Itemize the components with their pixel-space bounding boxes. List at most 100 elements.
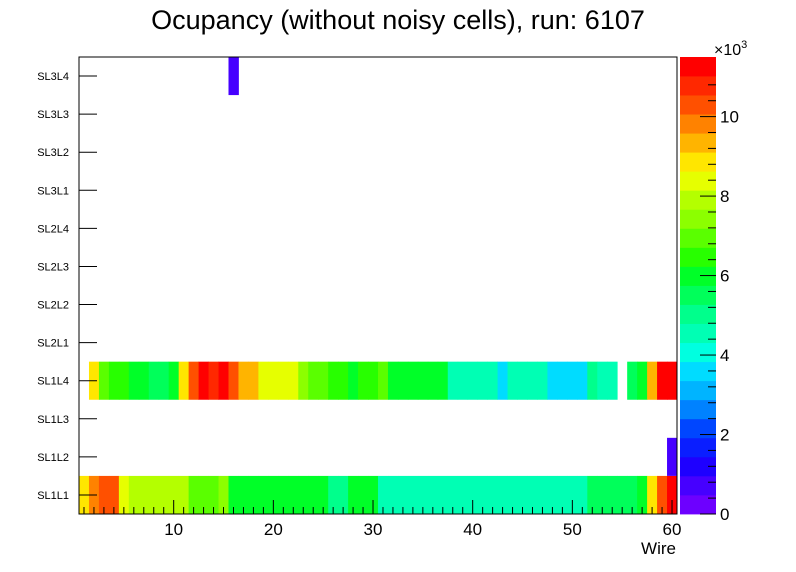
heatmap-cell: [248, 475, 259, 514]
heatmap-cell: [338, 475, 349, 514]
heatmap-cell: [358, 475, 369, 514]
heatmap-cell: [607, 475, 618, 514]
heatmap-cell: [228, 361, 239, 400]
color-bar-segment: [680, 304, 716, 324]
heatmap-cell: [218, 475, 229, 514]
x-tick-label: 60: [663, 520, 682, 539]
color-bar-segment: [680, 494, 716, 515]
heatmap-cell: [487, 361, 498, 400]
heatmap-cell: [577, 475, 588, 514]
heatmap-cell: [607, 361, 618, 400]
heatmap-cell: [587, 361, 598, 400]
heatmap-cell: [627, 475, 638, 514]
color-bar-segment: [680, 266, 716, 286]
heatmap-cell: [348, 361, 359, 400]
x-axis: 10 20 30 40 50 60: [83, 500, 682, 539]
color-bar-segment: [680, 228, 716, 248]
color-bar: 0 2 4 6 8 10: [680, 57, 739, 524]
heatmap-cell: [308, 475, 319, 514]
heatmap-cell: [567, 361, 578, 400]
color-bar-segment: [680, 190, 716, 210]
heatmap-cell: [427, 475, 439, 514]
heatmap-cell: [647, 361, 658, 400]
heatmap-cell: [537, 361, 548, 400]
heatmap-cell: [258, 361, 269, 400]
heatmap-cells: [79, 57, 678, 514]
heatmap-cell: [457, 361, 469, 400]
y-tick-label: SL2L4: [37, 223, 69, 235]
heatmap-cell: [477, 361, 489, 400]
color-bar-segment: [680, 114, 716, 134]
color-bar-tick-label: 2: [720, 426, 729, 445]
heatmap-cell: [397, 475, 409, 514]
heatmap-cell: [198, 361, 209, 400]
heatmap-cell: [178, 475, 190, 514]
heatmap-cell: [278, 475, 289, 514]
y-tick-label: SL3L2: [37, 147, 69, 159]
heatmap-cell: [427, 361, 439, 400]
heatmap-cell: [457, 475, 469, 514]
y-tick-label: SL1L4: [37, 376, 69, 388]
heatmap-cell: [228, 57, 239, 96]
y-tick-label: SL2L2: [37, 300, 69, 312]
y-tick-label: SL1L3: [37, 414, 69, 426]
heatmap-cell: [497, 361, 508, 400]
heatmap-cell: [627, 361, 638, 400]
y-axis: SL1L1 SL1L2 SL1L3 SL1L4 SL2L1 SL2L2 SL2L3 SL2L4…: [37, 71, 97, 502]
heatmap-cell: [507, 361, 518, 400]
heatmap-cell: [178, 361, 190, 400]
heatmap-cell: [328, 361, 339, 400]
heatmap-cell: [397, 361, 409, 400]
heatmap-cell: [447, 475, 459, 514]
heatmap-cell: [368, 475, 379, 514]
x-tick-label: 30: [364, 520, 383, 539]
color-bar-segment: [680, 342, 716, 363]
heatmap-cell: [188, 475, 199, 514]
x-tick-label: 50: [563, 520, 582, 539]
color-bar-segment: [680, 456, 716, 477]
y-tick-label: SL2L3: [37, 261, 69, 273]
x-tick-label: 20: [264, 520, 283, 539]
heatmap-cell: [378, 361, 389, 400]
heatmap-cell: [318, 475, 329, 514]
color-bar-tick-label: 10: [720, 108, 739, 127]
color-bar-segment: [680, 285, 716, 305]
heatmap-cell: [557, 475, 568, 514]
color-bar-segment: [680, 76, 716, 96]
heatmap-cell: [98, 361, 110, 400]
heatmap-cell: [657, 475, 668, 514]
heatmap-cell: [547, 475, 558, 514]
color-bar-segment: [680, 323, 716, 344]
color-bar-tick-label: 4: [720, 346, 729, 365]
heatmap-cell: [308, 361, 319, 400]
color-bar-segment: [680, 418, 716, 439]
heatmap-cell: [497, 475, 508, 514]
multiplier-exponent: 3: [741, 39, 747, 51]
color-bar-segment: [680, 247, 716, 267]
heatmap-cell: [417, 475, 429, 514]
heatmap-cell: [577, 361, 588, 400]
heatmap-cell: [537, 475, 548, 514]
heatmap-cell: [208, 361, 219, 400]
heatmap-cell: [387, 475, 399, 514]
color-bar-tick-label: 8: [720, 187, 729, 206]
y-tick-label: SL3L4: [37, 71, 69, 83]
heatmap-cell: [318, 361, 329, 400]
heatmap-cell: [108, 361, 120, 400]
heatmap-cell: [447, 361, 459, 400]
heatmap-cell: [667, 361, 678, 400]
heatmap-cell: [228, 475, 239, 514]
heatmap-cell: [437, 475, 449, 514]
plot-frame: [78, 56, 678, 515]
heatmap-cell: [298, 475, 309, 514]
heatmap-cell: [547, 361, 558, 400]
heatmap-cell: [138, 361, 150, 400]
heatmap-cell: [407, 361, 419, 400]
heatmap-cell: [218, 361, 229, 400]
heatmap-cell: [587, 475, 598, 514]
heatmap-cell: [378, 475, 389, 514]
heatmap-cell: [148, 475, 160, 514]
heatmap-cell: [158, 475, 170, 514]
color-bar-multiplier: ×103: [714, 39, 747, 59]
heatmap-cell: [617, 475, 628, 514]
